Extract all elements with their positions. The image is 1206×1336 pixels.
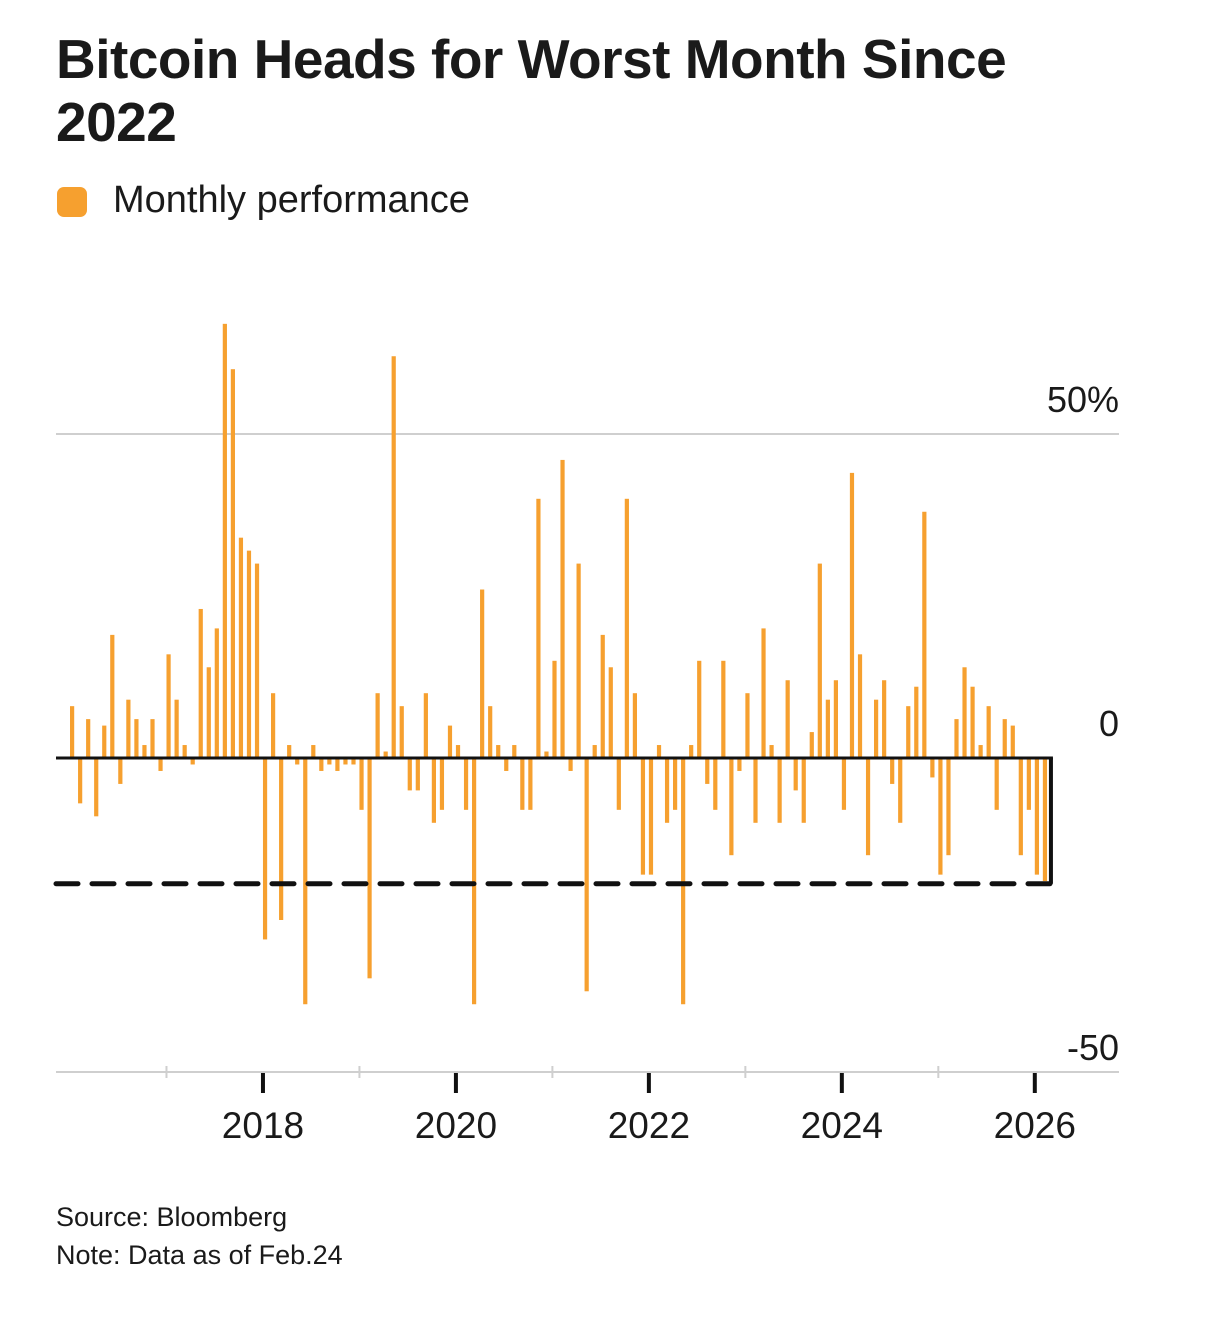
svg-text:-50: -50 bbox=[1067, 1027, 1119, 1068]
svg-text:2020: 2020 bbox=[415, 1105, 497, 1146]
svg-text:2024: 2024 bbox=[801, 1105, 883, 1146]
svg-text:2022: 2022 bbox=[608, 1105, 690, 1146]
svg-text:0: 0 bbox=[1099, 703, 1119, 744]
svg-text:2018: 2018 bbox=[222, 1105, 304, 1146]
svg-text:2026: 2026 bbox=[994, 1105, 1076, 1146]
svg-text:50%: 50% bbox=[1047, 379, 1119, 420]
